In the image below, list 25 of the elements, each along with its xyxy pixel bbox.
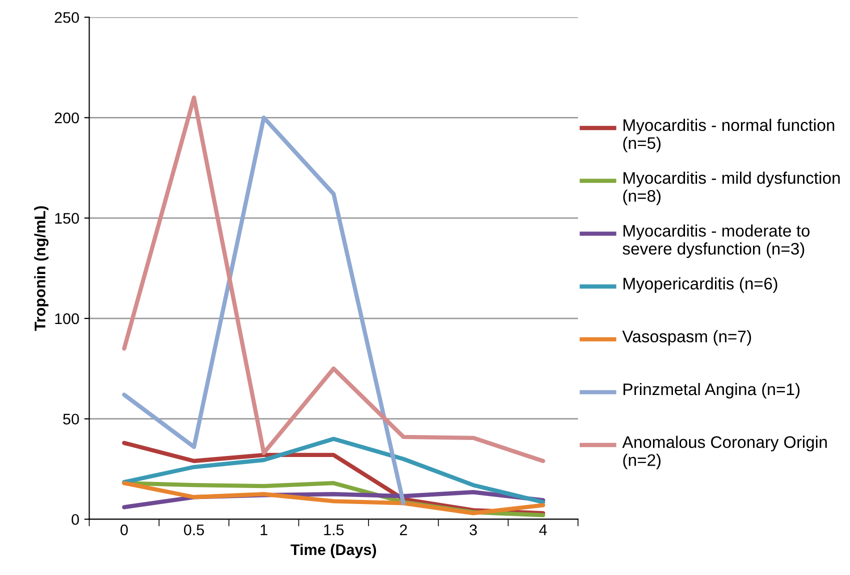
legend-label: Anomalous Coronary Origin (n=2) [622,436,827,470]
x-tick-label: 0.5 [184,524,204,536]
legend-label: Myocarditis - moderate to severe dysfunction (n=3) [622,224,810,258]
legend-label: Prinzmetal Angina (n=1) [624,382,800,399]
line-series [122,436,546,504]
x-tick-label: 1.5 [324,524,344,536]
y-tick-label: 150 [55,212,79,224]
legend-label: Myocarditis - mild dysfunction (n=8) [623,172,840,206]
x-tick-label: 4 [539,524,547,536]
y-tick-label: 250 [54,12,79,23]
y-tick-label: 200 [54,112,79,124]
y-axis-title: Troponin (ng/mL) [34,206,48,331]
line-series [122,116,406,506]
y-tick-label: 100 [55,313,79,324]
x-tick-label: 3 [470,524,477,536]
legend-label: Myopericarditis (n=6) [624,277,778,293]
legend-label: Vasospasm (n=7) [622,330,752,346]
y-tick-label: 0 [72,514,79,525]
y-tick-label: 50 [63,414,79,425]
line-series [122,95,546,464]
x-tick-label: 0 [120,524,128,536]
x-axis-title: Time (Days) [290,544,376,558]
x-tick-label: 1 [260,524,268,536]
legend-label: Myocarditis - normal function (n=5) [623,118,834,152]
x-tick-label: 2 [400,524,407,536]
